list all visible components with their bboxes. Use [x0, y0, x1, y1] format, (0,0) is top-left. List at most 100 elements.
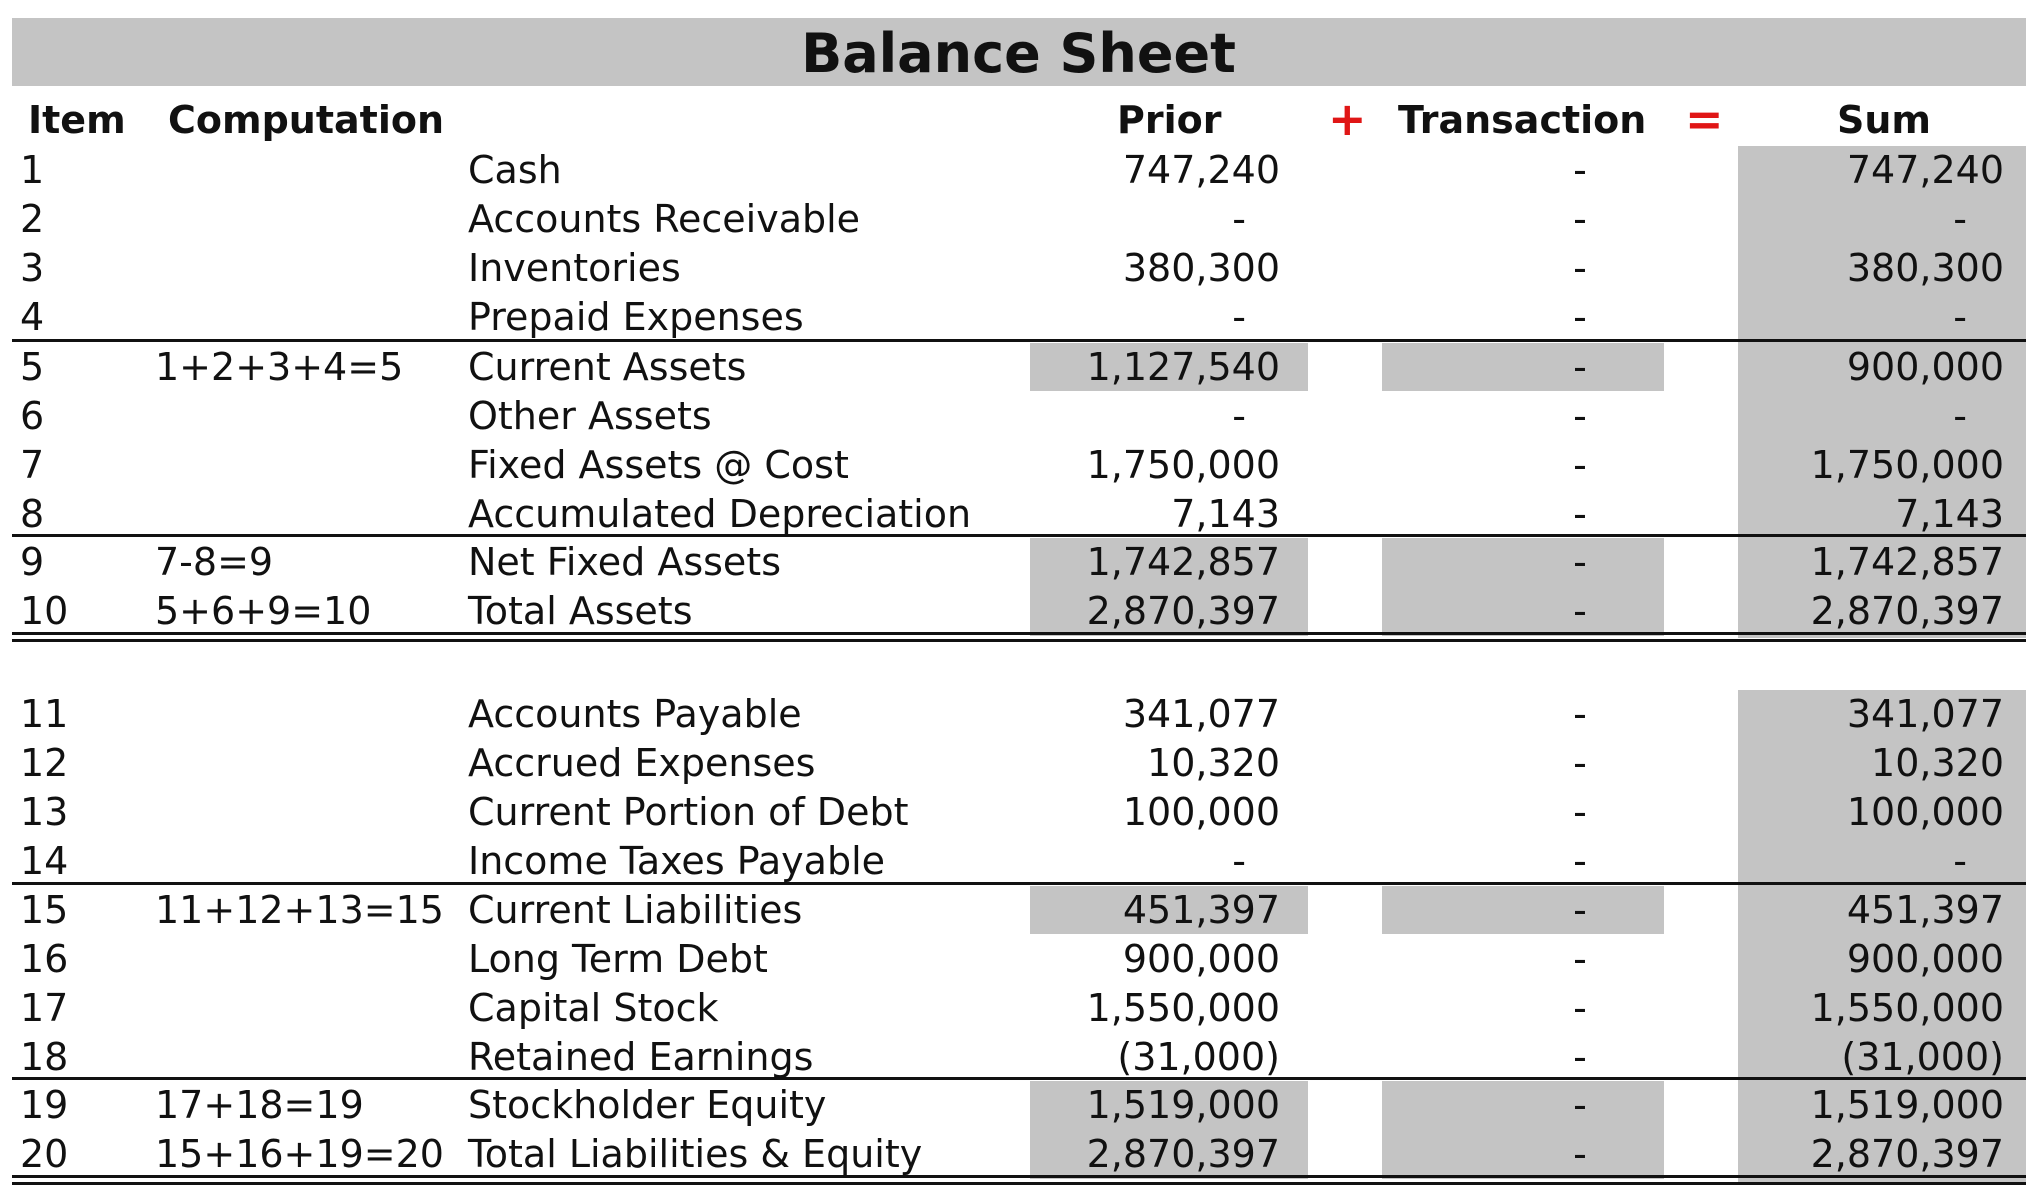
plus-operator: +	[1328, 92, 1367, 146]
table-row: 5 1+2+3+4=5 Current Assets 1,127,540 - 900,00…	[0, 343, 2037, 392]
total-double-rule-top	[12, 1175, 2026, 1178]
transaction-value: -	[1573, 246, 1587, 290]
line-item-label: Accumulated Depreciation	[468, 492, 972, 536]
table-row: 13 Current Portion of Debt 100,000 - 100,000	[0, 788, 2037, 837]
item-number: 12	[20, 741, 69, 785]
shade-transaction-equity-totals	[1382, 1081, 1664, 1179]
line-item-label: Current Liabilities	[468, 888, 803, 932]
prior-value: 451,397	[1122, 888, 1280, 932]
prior-value: -	[1232, 394, 1246, 438]
line-item-label: Stockholder Equity	[468, 1083, 827, 1127]
prior-value: 7,143	[1171, 492, 1280, 536]
line-item-label: Capital Stock	[468, 986, 719, 1030]
prior-value: 900,000	[1122, 937, 1280, 981]
prior-value: 1,127,540	[1086, 345, 1280, 389]
sum-value: 380,300	[1846, 246, 2004, 290]
line-item-label: Retained Earnings	[468, 1035, 814, 1079]
transaction-value: -	[1573, 540, 1587, 584]
total-double-rule-bottom	[12, 639, 2026, 642]
title-bar	[12, 18, 2026, 86]
line-item-label: Net Fixed Assets	[468, 540, 781, 584]
prior-value: -	[1232, 839, 1246, 883]
table-row: 17 Capital Stock 1,550,000 - 1,550,000	[0, 984, 2037, 1033]
item-number: 2	[20, 197, 45, 241]
table-row: 16 Long Term Debt 900,000 - 900,000	[0, 935, 2037, 984]
total-double-rule-top	[12, 632, 2026, 635]
transaction-value: -	[1573, 839, 1587, 883]
subtotal-rule	[12, 1077, 2026, 1080]
table-row: 14 Income Taxes Payable - - -	[0, 837, 2037, 886]
table-row: 7 Fixed Assets @ Cost 1,750,000 - 1,750,000	[0, 441, 2037, 490]
sum-value: 747,240	[1846, 148, 2004, 192]
sum-value: 900,000	[1846, 937, 2004, 981]
transaction-value: -	[1573, 394, 1587, 438]
transaction-value: -	[1573, 888, 1587, 932]
table-row: 15 11+12+13=15 Current Liabilities 451,397 -…	[0, 886, 2037, 935]
item-number: 14	[20, 839, 69, 883]
line-item-label: Current Assets	[468, 345, 747, 389]
table-row: 6 Other Assets - - -	[0, 392, 2037, 441]
prior-value: -	[1232, 295, 1246, 339]
header-transaction: Transaction	[1398, 98, 1647, 142]
transaction-value: -	[1573, 295, 1587, 339]
transaction-value: -	[1573, 1083, 1587, 1127]
transaction-value: -	[1573, 589, 1587, 633]
line-item-label: Current Portion of Debt	[468, 790, 909, 834]
line-item-label: Income Taxes Payable	[468, 839, 886, 883]
table-row: 9 7-8=9 Net Fixed Assets 1,742,857 - 1,742,85…	[0, 538, 2037, 587]
subtotal-rule	[12, 534, 2026, 537]
subtotal-rule	[12, 339, 2026, 342]
item-number: 10	[20, 589, 69, 633]
item-number: 17	[20, 986, 69, 1030]
prior-value: 747,240	[1122, 148, 1280, 192]
item-number: 1	[20, 148, 45, 192]
item-number: 6	[20, 394, 45, 438]
item-number: 5	[20, 345, 45, 389]
equals-operator: =	[1685, 92, 1724, 146]
subtotal-rule	[12, 882, 2026, 885]
table-row: 8 Accumulated Depreciation 7,143 - 7,143	[0, 490, 2037, 539]
table-row: 2 Accounts Receivable - - -	[0, 195, 2037, 244]
sum-column-shade-liabilities	[1738, 690, 2026, 1182]
table-row: 10 5+6+9=10 Total Assets 2,870,397 - 2,870,39…	[0, 587, 2037, 636]
item-number: 20	[20, 1132, 69, 1176]
page-title: Balance Sheet	[801, 22, 1236, 85]
item-number: 15	[20, 888, 69, 932]
sum-value: 1,742,857	[1810, 540, 2004, 584]
sum-value: 1,550,000	[1810, 986, 2004, 1030]
item-number: 8	[20, 492, 45, 536]
transaction-value: -	[1573, 1035, 1587, 1079]
shade-prior-current-liabilities	[1030, 886, 1308, 934]
transaction-value: -	[1573, 492, 1587, 536]
transaction-value: -	[1573, 197, 1587, 241]
prior-value: 2,870,397	[1086, 1132, 1280, 1176]
sum-value: 1,750,000	[1810, 443, 2004, 487]
item-number: 7	[20, 443, 45, 487]
computation-formula: 1+2+3+4=5	[155, 345, 404, 389]
table-row: 19 17+18=19 Stockholder Equity 1,519,000 - 1,…	[0, 1081, 2037, 1130]
sum-value: 10,320	[1871, 741, 2004, 785]
line-item-label: Long Term Debt	[468, 937, 768, 981]
sum-value: -	[1953, 394, 1967, 438]
sum-value: 900,000	[1846, 345, 2004, 389]
transaction-value: -	[1573, 1132, 1587, 1176]
transaction-value: -	[1573, 937, 1587, 981]
prior-value: 1,519,000	[1086, 1083, 1280, 1127]
prior-value: 100,000	[1122, 790, 1280, 834]
table-row: 12 Accrued Expenses 10,320 - 10,320	[0, 739, 2037, 788]
item-number: 3	[20, 246, 45, 290]
transaction-value: -	[1573, 790, 1587, 834]
table-row: 20 15+16+19=20 Total Liabilities & Equity 2…	[0, 1130, 2037, 1179]
line-item-label: Total Liabilities & Equity	[468, 1132, 923, 1176]
sum-value: 100,000	[1846, 790, 2004, 834]
item-number: 19	[20, 1083, 69, 1127]
transaction-value: -	[1573, 345, 1587, 389]
shade-transaction-current-liabilities	[1382, 886, 1664, 934]
sum-value: -	[1953, 197, 1967, 241]
computation-formula: 7-8=9	[155, 540, 274, 584]
line-item-label: Prepaid Expenses	[468, 295, 804, 339]
line-item-label: Accrued Expenses	[468, 741, 816, 785]
header-sum: Sum	[1837, 98, 1932, 142]
transaction-value: -	[1573, 692, 1587, 736]
table-row: 1 Cash 747,240 - 747,240	[0, 146, 2037, 195]
